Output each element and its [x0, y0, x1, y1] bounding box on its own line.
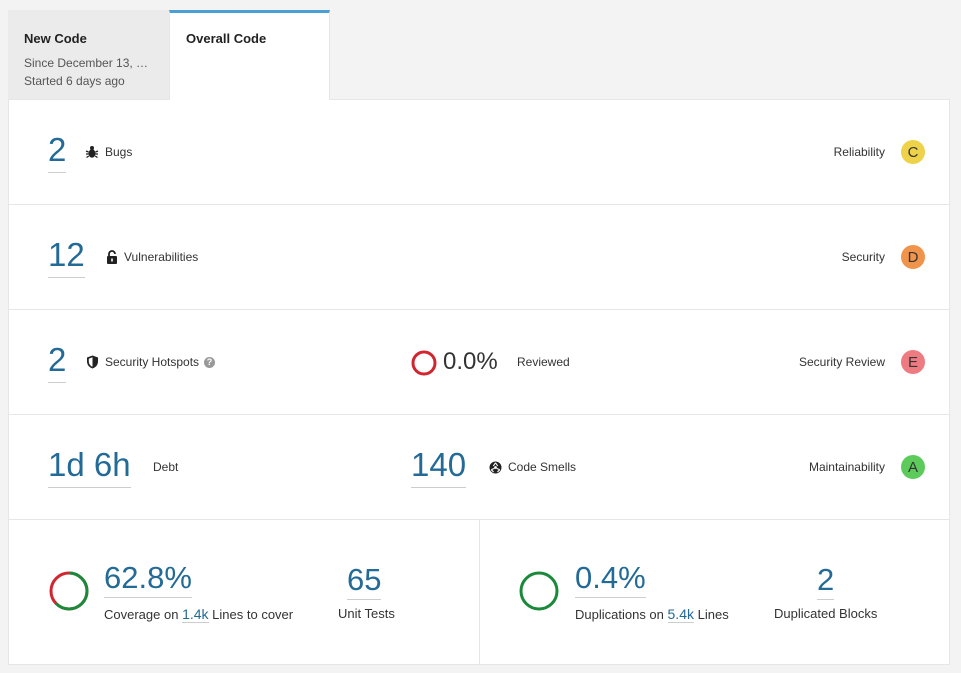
- measures-panel: 2 Bugs Reliability C 12 Vulnerabilities: [8, 99, 950, 665]
- security-review-rating[interactable]: Security Review E: [799, 350, 925, 374]
- coverage-duplications-section: 62.8% Coverage on 1.4k Lines to cover 65…: [9, 520, 949, 664]
- bugs-label-text: Bugs: [105, 145, 133, 159]
- bugs-count[interactable]: 2: [48, 130, 67, 173]
- security-rating[interactable]: Security D: [842, 245, 925, 269]
- duplications-prefix: Duplications on: [575, 607, 664, 622]
- reviewed-label: Reviewed: [517, 355, 570, 369]
- bugs-row: 2 Bugs Reliability C: [9, 100, 949, 205]
- code-period-tabs: New Code Since December 13, … Started 6 …: [8, 10, 330, 100]
- hotspots-count[interactable]: 2: [48, 340, 67, 383]
- reliability-label: Reliability: [833, 145, 885, 159]
- coverage-suffix: Lines to cover: [212, 607, 294, 622]
- tab-new-code-title: New Code: [24, 31, 87, 46]
- security-label: Security: [841, 250, 885, 264]
- code-smell-icon: [489, 461, 502, 473]
- reliability-rating[interactable]: Reliability C: [834, 140, 925, 164]
- maintainability-rating-badge: A: [901, 455, 925, 479]
- hotspots-label-text: Security Hotspots: [105, 355, 200, 369]
- code-smells-label-text: Code Smells: [508, 460, 577, 474]
- code-smells-count[interactable]: 140: [411, 445, 467, 488]
- debt-value[interactable]: 1d 6h: [48, 445, 131, 488]
- tab-overall-code-title: Overall Code: [186, 31, 267, 46]
- hotspots-label: Security Hotspots ?: [86, 355, 216, 369]
- duplications-lines-link[interactable]: 5.4k: [667, 606, 694, 623]
- help-icon[interactable]: ?: [204, 356, 216, 368]
- unlock-icon: [107, 250, 117, 264]
- section-divider: [479, 520, 480, 664]
- coverage-lines-link[interactable]: 1.4k: [182, 606, 209, 623]
- bug-icon: [85, 146, 99, 159]
- coverage-subtitle: Coverage on 1.4k Lines to cover: [104, 606, 294, 623]
- hotspots-row: 2 Security Hotspots ? 0.0% Reviewed Secu…: [9, 310, 949, 415]
- reliability-rating-badge: C: [901, 140, 925, 164]
- duplications-value[interactable]: 0.4%: [575, 560, 646, 598]
- reviewed-percentage[interactable]: 0.0%: [443, 348, 498, 375]
- code-smells-label: Code Smells: [489, 460, 576, 474]
- maintainability-rating[interactable]: Maintainability A: [809, 455, 925, 479]
- maintainability-label: Maintainability: [808, 460, 885, 474]
- coverage-donut-icon: [49, 571, 89, 611]
- security-rating-badge: D: [901, 245, 925, 269]
- vulnerabilities-label: Vulnerabilities: [106, 250, 198, 264]
- vulnerabilities-label-text: Vulnerabilities: [124, 250, 199, 264]
- unit-tests-label: Unit Tests: [338, 606, 395, 621]
- shield-icon: [87, 355, 98, 369]
- tab-new-code-started: Started 6 days ago: [24, 74, 125, 88]
- coverage-value[interactable]: 62.8%: [104, 560, 192, 598]
- unit-tests-value[interactable]: 65: [347, 562, 382, 600]
- debt-label: Debt: [153, 460, 179, 474]
- duplicated-blocks-value[interactable]: 2: [817, 562, 835, 600]
- maintainability-row: 1d 6h Debt 140 Code Smells Maintainabili…: [9, 415, 949, 520]
- vulnerabilities-row: 12 Vulnerabilities Security D: [9, 205, 949, 310]
- coverage-prefix: Coverage on: [104, 607, 179, 622]
- security-review-rating-badge: E: [901, 350, 925, 374]
- tab-new-code-since: Since December 13, …: [24, 56, 149, 70]
- tab-new-code[interactable]: New Code Since December 13, … Started 6 …: [8, 10, 169, 100]
- duplicated-blocks-label: Duplicated Blocks: [774, 606, 878, 621]
- tab-overall-code[interactable]: Overall Code: [169, 10, 330, 100]
- bugs-label: Bugs: [85, 145, 132, 159]
- duplications-donut-icon: [519, 571, 559, 611]
- reviewed-donut-icon: [411, 350, 437, 376]
- vulnerabilities-count[interactable]: 12: [48, 235, 85, 278]
- duplications-suffix: Lines: [697, 607, 729, 622]
- duplications-subtitle: Duplications on 5.4k Lines: [575, 606, 729, 623]
- security-review-label: Security Review: [798, 355, 885, 369]
